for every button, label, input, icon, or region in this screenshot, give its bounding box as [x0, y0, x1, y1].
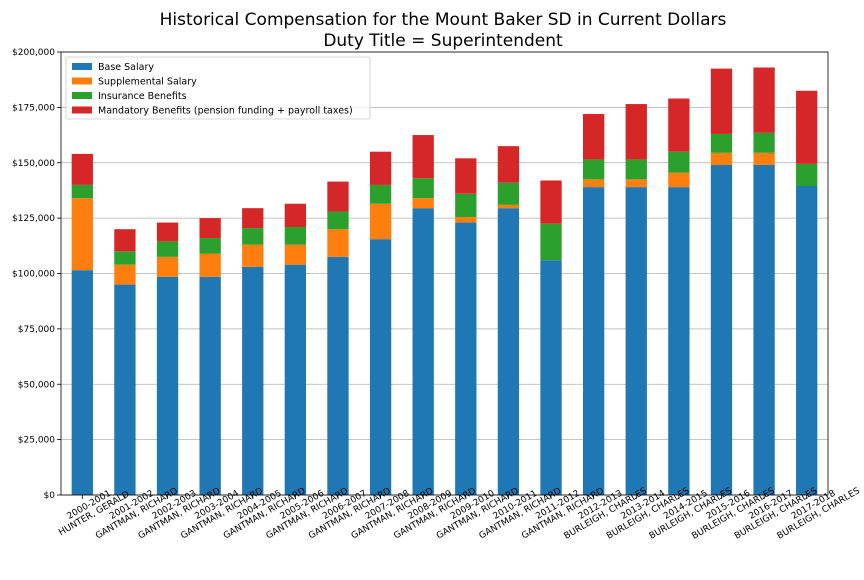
- bar-segment-base-salary: [284, 264, 307, 495]
- bar-segment-supplemental-salary: [156, 256, 179, 277]
- bar-segment-supplemental-salary: [114, 264, 136, 285]
- bar-segment-insurance-benefits: [156, 241, 179, 257]
- bar-segment-mandatory-benefits-pension-funding-payroll-taxes: [71, 153, 93, 185]
- bar-segment-mandatory-benefits-pension-funding-payroll-taxes: [497, 146, 520, 183]
- bar-segment-base-salary: [71, 270, 93, 495]
- bar-segment-base-salary: [582, 187, 605, 495]
- bar-segment-mandatory-benefits-pension-funding-payroll-taxes: [668, 98, 690, 152]
- bar-segment-supplemental-salary: [199, 253, 221, 277]
- bar-segment-supplemental-salary: [710, 152, 733, 165]
- bar-segment-mandatory-benefits-pension-funding-payroll-taxes: [412, 135, 434, 179]
- bar-segment-mandatory-benefits-pension-funding-payroll-taxes: [455, 158, 477, 194]
- bar-segment-supplemental-salary: [753, 152, 775, 165]
- y-tick-label: $150,000: [12, 159, 55, 169]
- bar-segment-mandatory-benefits-pension-funding-payroll-taxes: [156, 222, 179, 242]
- bar-segment-base-salary: [242, 266, 264, 495]
- bar-segment-insurance-benefits: [369, 184, 392, 204]
- legend-label: Base Salary: [98, 62, 154, 73]
- bar-segment-mandatory-benefits-pension-funding-payroll-taxes: [369, 151, 392, 185]
- bar-segment-mandatory-benefits-pension-funding-payroll-taxes: [710, 68, 733, 134]
- bar-segment-supplemental-salary: [369, 203, 392, 240]
- bar-segment-insurance-benefits: [199, 238, 221, 254]
- bars: [71, 67, 818, 495]
- bar-segment-insurance-benefits: [455, 193, 477, 218]
- bar-segment-base-salary: [412, 208, 434, 495]
- bar-segment-base-salary: [710, 164, 733, 495]
- bar-segment-insurance-benefits: [284, 226, 307, 245]
- bar-segment-supplemental-salary: [284, 244, 307, 265]
- bar-segment-insurance-benefits: [540, 223, 562, 261]
- bar-segment-mandatory-benefits-pension-funding-payroll-taxes: [796, 90, 818, 164]
- bar-segment-base-salary: [327, 256, 349, 495]
- bar-segment-insurance-benefits: [796, 163, 818, 187]
- bar-segment-insurance-benefits: [625, 159, 647, 180]
- bar-segment-insurance-benefits: [497, 182, 520, 205]
- bar-segment-base-salary: [199, 276, 221, 495]
- bar-segment-base-salary: [668, 187, 690, 495]
- bar-segment-base-salary: [753, 164, 775, 495]
- bar-segment-base-salary: [625, 187, 647, 495]
- legend-swatch: [72, 63, 92, 70]
- bar-segment-supplemental-salary: [412, 198, 434, 209]
- y-tick-label: $0: [44, 491, 56, 501]
- bar-segment-insurance-benefits: [242, 228, 264, 245]
- legend-swatch: [72, 106, 92, 114]
- bar-segment-base-salary: [114, 284, 136, 495]
- bar-segment-insurance-benefits: [412, 178, 434, 199]
- bar-segment-insurance-benefits: [71, 184, 93, 199]
- bar-segment-insurance-benefits: [753, 132, 775, 153]
- bar-segment-mandatory-benefits-pension-funding-payroll-taxes: [242, 208, 264, 229]
- bar-segment-mandatory-benefits-pension-funding-payroll-taxes: [114, 229, 136, 252]
- y-tick-label: $175,000: [12, 103, 55, 113]
- y-tick-label: $125,000: [12, 214, 55, 224]
- y-tick-label: $75,000: [18, 325, 55, 335]
- bar-segment-mandatory-benefits-pension-funding-payroll-taxes: [199, 218, 221, 239]
- bar-segment-base-salary: [497, 208, 520, 495]
- bar-segment-supplemental-salary: [327, 229, 349, 257]
- y-axis: $0 $25,000 $50,000 $75,000 $100,000 $125,000 $…: [12, 48, 61, 501]
- bar-segment-base-salary: [796, 186, 818, 495]
- bar-segment-base-salary: [369, 239, 392, 495]
- bar-segment-base-salary: [156, 276, 179, 495]
- bar-segment-mandatory-benefits-pension-funding-payroll-taxes: [625, 104, 647, 160]
- chart-title: Historical Compensation for the Mount Ba…: [160, 10, 727, 30]
- bar-segment-supplemental-salary: [455, 217, 477, 223]
- bar-segment-insurance-benefits: [327, 211, 349, 230]
- bar-segment-mandatory-benefits-pension-funding-payroll-taxes: [540, 180, 562, 224]
- bar-segment-insurance-benefits: [710, 133, 733, 153]
- bar-segment-base-salary: [540, 260, 562, 495]
- y-tick-label: $200,000: [12, 48, 55, 58]
- y-tick-label: $25,000: [18, 436, 55, 446]
- bar-segment-base-salary: [455, 222, 477, 495]
- bar-segment-supplemental-salary: [625, 179, 647, 188]
- legend-swatch: [72, 77, 92, 85]
- bar-segment-supplemental-salary: [71, 198, 93, 271]
- legend-swatch: [72, 92, 92, 99]
- bar-segment-insurance-benefits: [114, 251, 136, 265]
- bar-segment-supplemental-salary: [582, 179, 605, 188]
- bar-segment-supplemental-salary: [497, 204, 520, 209]
- legend-label: Insurance Benefits: [98, 91, 187, 102]
- bar-segment-mandatory-benefits-pension-funding-payroll-taxes: [284, 203, 307, 227]
- bar-segment-insurance-benefits: [582, 159, 605, 180]
- legend-label: Supplemental Salary: [98, 77, 197, 88]
- bar-segment-supplemental-salary: [242, 244, 264, 267]
- bar-segment-insurance-benefits: [668, 151, 690, 173]
- bar-segment-mandatory-benefits-pension-funding-payroll-taxes: [753, 67, 775, 133]
- bar-segment-supplemental-salary: [668, 172, 690, 188]
- bar-segment-mandatory-benefits-pension-funding-payroll-taxes: [582, 114, 605, 160]
- legend-frame: [65, 56, 371, 120]
- bar-segment-mandatory-benefits-pension-funding-payroll-taxes: [327, 181, 349, 212]
- y-tick-label: $50,000: [18, 380, 55, 390]
- y-tick-label: $100,000: [12, 270, 55, 280]
- legend-label: Mandatory Benefits (pension funding + pa…: [98, 106, 353, 117]
- chart-subtitle: Duty Title = Superintendent: [323, 31, 563, 51]
- legend: Base Salary Supplemental Salary Insurance …: [65, 56, 371, 120]
